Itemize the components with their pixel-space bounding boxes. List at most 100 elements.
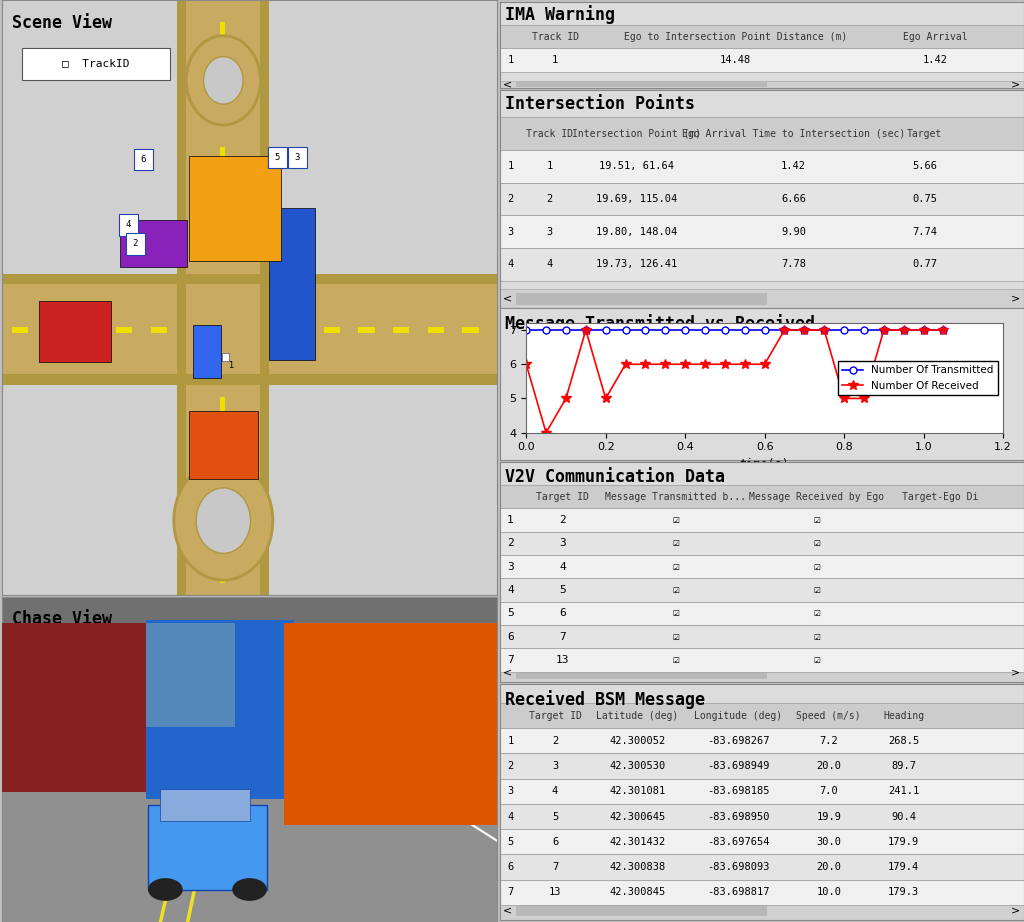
Bar xyxy=(500,829,1024,855)
Text: -83.698950: -83.698950 xyxy=(708,811,770,822)
Bar xyxy=(500,900,1024,920)
Text: 5: 5 xyxy=(552,811,558,822)
Number Of Transmitted xyxy=(838,325,850,336)
Number Of Received xyxy=(560,393,572,404)
Bar xyxy=(516,904,767,916)
Text: 7.0: 7.0 xyxy=(819,786,839,797)
Text: 19.51, 61.64: 19.51, 61.64 xyxy=(599,161,674,171)
Text: 5.66: 5.66 xyxy=(912,161,937,171)
Text: Ego Arrival: Ego Arrival xyxy=(902,32,968,41)
Text: ☑: ☑ xyxy=(672,655,679,665)
Bar xyxy=(285,623,497,824)
Text: -83.698817: -83.698817 xyxy=(708,887,770,897)
Text: 241.1: 241.1 xyxy=(888,786,920,797)
Bar xyxy=(220,147,225,167)
Text: ☑: ☑ xyxy=(672,585,679,595)
Bar xyxy=(500,855,1024,880)
Text: 3: 3 xyxy=(552,761,558,771)
Bar xyxy=(220,563,225,583)
Text: 89.7: 89.7 xyxy=(891,761,916,771)
Number Of Received xyxy=(778,325,791,336)
Bar xyxy=(269,208,315,360)
Text: 19.80, 148.04: 19.80, 148.04 xyxy=(596,227,677,237)
Line: Number Of Transmitted: Number Of Transmitted xyxy=(522,326,947,334)
Circle shape xyxy=(204,56,243,104)
Text: 4: 4 xyxy=(125,220,130,230)
Text: 1: 1 xyxy=(547,161,553,171)
Text: 4: 4 xyxy=(507,259,514,269)
Text: 1.42: 1.42 xyxy=(923,55,947,65)
Bar xyxy=(500,49,1024,72)
Number Of Transmitted xyxy=(520,325,532,336)
Text: 1: 1 xyxy=(507,55,514,65)
Bar xyxy=(116,327,132,333)
Bar xyxy=(516,82,767,87)
Bar xyxy=(220,439,225,458)
Text: ☑: ☑ xyxy=(814,585,820,595)
Bar xyxy=(193,325,221,378)
Text: 90.4: 90.4 xyxy=(891,811,916,822)
Text: Longitude (deg): Longitude (deg) xyxy=(694,711,782,720)
Text: -83.698949: -83.698949 xyxy=(708,761,770,771)
Text: >: > xyxy=(1011,79,1020,89)
Circle shape xyxy=(196,488,251,553)
Text: 2: 2 xyxy=(559,515,566,526)
Number Of Received xyxy=(639,359,651,370)
Text: 42.300645: 42.300645 xyxy=(609,811,666,822)
Text: 268.5: 268.5 xyxy=(888,736,920,746)
Bar xyxy=(220,396,225,417)
Text: 3: 3 xyxy=(294,153,300,162)
Text: 6.66: 6.66 xyxy=(781,194,806,204)
Text: 7.74: 7.74 xyxy=(912,227,937,237)
Bar xyxy=(500,728,1024,753)
Bar xyxy=(268,147,287,169)
Bar xyxy=(500,602,1024,625)
Bar xyxy=(2,740,497,922)
Bar xyxy=(145,620,294,798)
Text: 2: 2 xyxy=(507,538,514,549)
Text: Target: Target xyxy=(907,128,942,138)
Text: ☑: ☑ xyxy=(672,609,679,619)
Number Of Received xyxy=(659,359,672,370)
Bar xyxy=(220,105,225,125)
Bar xyxy=(500,81,1024,88)
Text: V2V Communication Data: V2V Communication Data xyxy=(505,467,725,486)
Number Of Received xyxy=(738,359,751,370)
Text: ☑: ☑ xyxy=(814,632,820,642)
Number Of Received xyxy=(937,325,949,336)
Text: Target ID: Target ID xyxy=(528,711,582,720)
Legend: Number Of Transmitted, Number Of Received: Number Of Transmitted, Number Of Receive… xyxy=(838,361,997,395)
Text: Message Transmitted vs Received: Message Transmitted vs Received xyxy=(505,314,815,333)
Bar xyxy=(22,48,170,80)
Text: 19.9: 19.9 xyxy=(816,811,842,822)
Text: 179.4: 179.4 xyxy=(888,862,920,872)
Number Of Transmitted xyxy=(698,325,711,336)
Text: 3: 3 xyxy=(507,227,514,237)
Number Of Transmitted xyxy=(918,325,930,336)
Bar xyxy=(151,327,167,333)
Bar xyxy=(39,301,111,361)
Text: 0.75: 0.75 xyxy=(912,194,937,204)
Number Of Received xyxy=(620,359,632,370)
Text: >: > xyxy=(1011,905,1020,916)
Circle shape xyxy=(148,878,182,901)
Text: 19.69, 115.04: 19.69, 115.04 xyxy=(596,194,677,204)
Text: Chase View: Chase View xyxy=(12,610,112,628)
Number Of Received xyxy=(878,325,890,336)
Text: Intersection Point (m): Intersection Point (m) xyxy=(571,128,700,138)
Text: 2: 2 xyxy=(547,194,553,204)
Text: 7: 7 xyxy=(552,862,558,872)
Line: Number Of Received: Number Of Received xyxy=(521,325,948,438)
Bar xyxy=(189,410,258,479)
Number Of Transmitted xyxy=(778,325,791,336)
Number Of Received xyxy=(520,359,532,370)
Text: 2: 2 xyxy=(507,194,514,204)
Number Of Transmitted xyxy=(620,325,632,336)
Text: 5: 5 xyxy=(274,153,280,162)
Bar xyxy=(393,327,410,333)
Text: ☑: ☑ xyxy=(814,538,820,549)
Text: <: < xyxy=(503,905,512,916)
Number Of Received xyxy=(818,325,830,336)
Text: ☑: ☑ xyxy=(814,515,820,526)
Bar xyxy=(260,0,269,595)
